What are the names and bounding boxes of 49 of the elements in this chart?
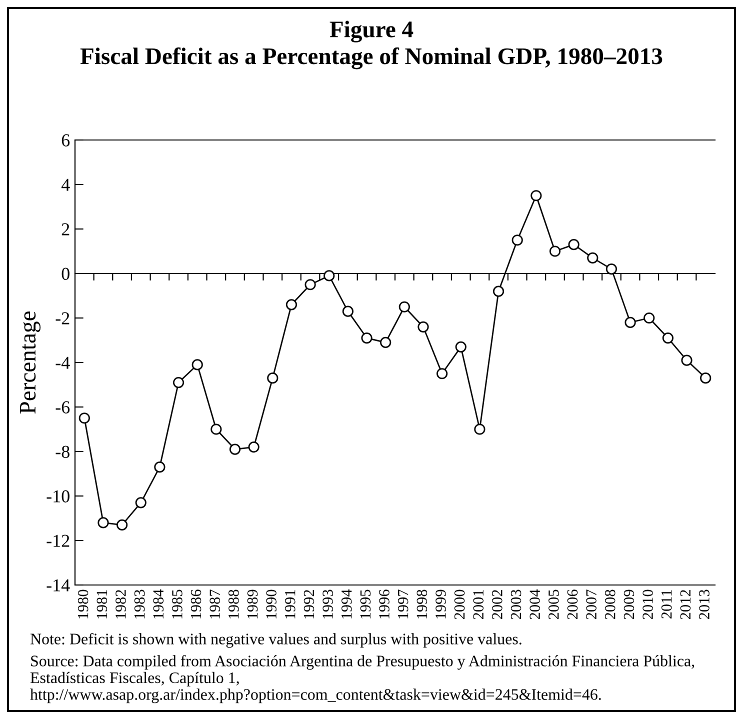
source-note: Source: Data compiled from Asociación Argentina de Presupuesto y Administración Financiera Pública, Estadísticas Fiscales, Capítulo 1, http://www.asap.org.ar/index.php?option=com_content&task=view&id=245&Itemid=46. (30, 655, 694, 704)
x-tick-label: 1983 (134, 590, 145, 618)
x-tick-label: 1995 (360, 590, 371, 618)
y-tick-label: 0 (62, 268, 70, 280)
x-tick-label: 1985 (172, 590, 182, 618)
y-tick-label: -14 (46, 579, 70, 592)
x-tick-label: 2013 (699, 590, 710, 620)
x-tick-label: 2001 (473, 590, 484, 620)
y-tick-label: -2 (56, 312, 70, 324)
x-tick-label: 1992 (304, 590, 314, 618)
x-tick-label: 2006 (567, 590, 578, 620)
x-tick-label: 1999 (436, 590, 446, 618)
x-tick-label: 1982 (116, 590, 126, 618)
x-tick-label: 2004 (530, 589, 540, 620)
x-tick-label: 2010 (642, 590, 653, 620)
x-tick-label: 2007 (586, 590, 596, 620)
x-tick-label: 1981 (96, 590, 108, 618)
x-tick-label: 2005 (548, 590, 559, 620)
x-tick-label: 1989 (247, 590, 258, 618)
x-tick-label: 2009 (624, 590, 634, 620)
x-tick-label: 1996 (379, 590, 390, 618)
y-tick-label: -6 (56, 401, 70, 414)
x-tick-label: 1990 (266, 590, 276, 618)
y-tick-label: -8 (56, 446, 70, 458)
x-tick-label: 2002 (492, 590, 502, 620)
y-tick-label: 2 (62, 223, 70, 236)
x-tick-label: 2012 (680, 590, 691, 620)
y-axis-title: Percentage (20, 312, 41, 414)
x-tick-label: 2011 (661, 590, 672, 618)
text: Note: Deficit is shown with negative values and surplus with positive values. (30, 633, 522, 648)
x-tick-label: 1980 (78, 590, 88, 618)
x-tick-label: 1997 (398, 590, 408, 618)
x-tick-label: 1998 (416, 590, 428, 618)
y-tick-label: -4 (56, 356, 70, 369)
y-tick-label: -10 (46, 490, 70, 502)
chart-title: Figure 4 Fiscal Deficit as a Percentage of Nominal GDP, 1980–2013 (80, 20, 662, 70)
x-tick-label: 1987 (210, 590, 220, 618)
x-tick-label: 1993 (322, 590, 333, 618)
x-tick-label: 1986 (190, 590, 202, 618)
x-tick-label: 1984 (153, 589, 164, 618)
x-tick-label: 2003 (510, 590, 522, 620)
x-tick-label: 2000 (454, 590, 465, 620)
y-tick-label: -12 (46, 534, 70, 547)
x-tick-label: 1994 (342, 589, 352, 618)
x-tick-label: 1988 (228, 590, 239, 618)
x-tick-label: 2008 (604, 590, 616, 620)
y-tick-label: 4 (61, 178, 70, 191)
x-tick-label: 1991 (285, 590, 296, 618)
y-tick-label: 6 (62, 134, 70, 146)
